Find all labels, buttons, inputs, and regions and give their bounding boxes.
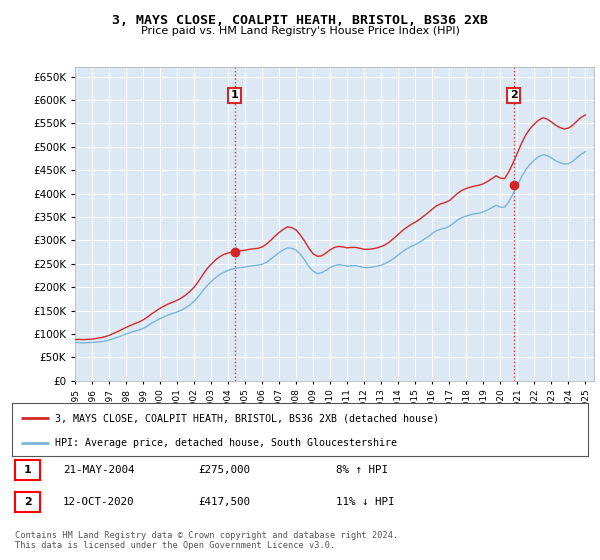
Text: 2: 2 [24,497,31,507]
Text: 12-OCT-2020: 12-OCT-2020 [63,497,134,507]
Text: 21-MAY-2004: 21-MAY-2004 [63,465,134,475]
Text: 2: 2 [510,90,518,100]
Text: 3, MAYS CLOSE, COALPIT HEATH, BRISTOL, BS36 2XB: 3, MAYS CLOSE, COALPIT HEATH, BRISTOL, B… [112,14,488,27]
Text: 8% ↑ HPI: 8% ↑ HPI [336,465,388,475]
Text: Contains HM Land Registry data © Crown copyright and database right 2024.
This d: Contains HM Land Registry data © Crown c… [15,531,398,550]
Text: HPI: Average price, detached house, South Gloucestershire: HPI: Average price, detached house, Sout… [55,438,397,448]
Text: £275,000: £275,000 [198,465,250,475]
Text: 1: 1 [24,465,31,475]
Text: 11% ↓ HPI: 11% ↓ HPI [336,497,395,507]
Text: 3, MAYS CLOSE, COALPIT HEATH, BRISTOL, BS36 2XB (detached house): 3, MAYS CLOSE, COALPIT HEATH, BRISTOL, B… [55,413,439,423]
Text: Price paid vs. HM Land Registry's House Price Index (HPI): Price paid vs. HM Land Registry's House … [140,26,460,36]
Text: £417,500: £417,500 [198,497,250,507]
Text: 1: 1 [231,90,238,100]
